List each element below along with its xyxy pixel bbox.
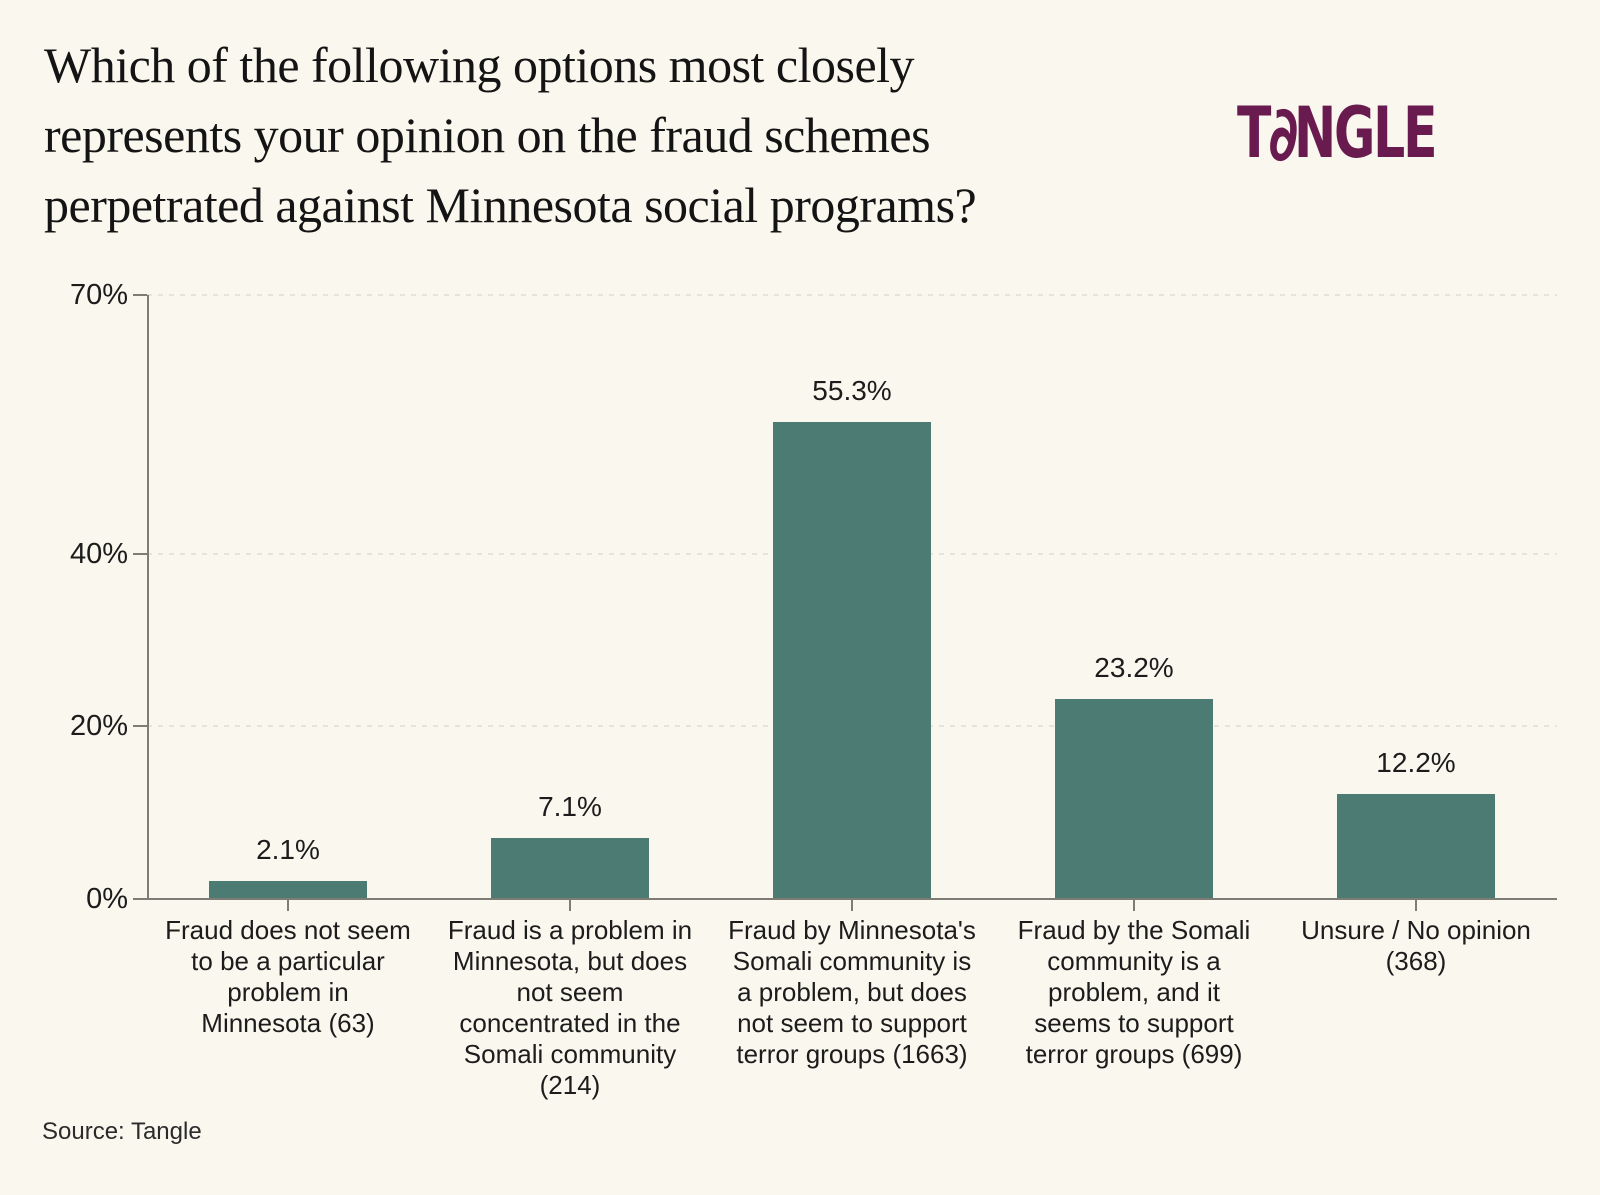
- bar: [1055, 698, 1213, 899]
- category-label-line: terror groups (1663): [736, 1039, 968, 1069]
- bar: [491, 837, 649, 899]
- category-label: Fraud by Minnesota's Somali community is a…: [712, 915, 992, 1070]
- category-label-line: problem, and it: [1048, 977, 1220, 1007]
- x-axis-line: [135, 898, 1557, 900]
- tangle-logo-letters: NGLE: [1293, 92, 1438, 174]
- bar-value-label: 23.2%: [1094, 651, 1174, 683]
- category-label-line: Minnesota, but does: [452, 946, 688, 976]
- category-label-line: Fraud by the Somali: [1017, 915, 1251, 945]
- x-axis-tick: [1133, 899, 1135, 911]
- bar: [773, 421, 931, 899]
- page-title-line: represents your opinion on the fraud sch…: [44, 107, 931, 163]
- y-axis-label-70%: 70%: [69, 279, 128, 311]
- category-label-line: Fraud does not seem: [165, 915, 411, 945]
- y-axis-tick-70%: [133, 294, 147, 296]
- category-label-line: Somali community: [463, 1039, 677, 1069]
- category-label: Fraud does not seem to be a particular pro…: [148, 915, 428, 1039]
- category-label-line: seems to support: [1034, 1008, 1234, 1038]
- category-label-line: (214): [539, 1070, 601, 1100]
- category-label-line: not seem: [516, 977, 624, 1007]
- y-axis-label-20%: 20%: [69, 710, 128, 743]
- bar: [1337, 793, 1495, 899]
- source-note: Source: Tangle: [42, 1118, 202, 1145]
- y-axis-label-40%: 40%: [69, 537, 128, 570]
- y-axis-tick-40%: [133, 552, 147, 555]
- tangle-logo: T∂NGLE: [1237, 89, 1438, 178]
- tangle-logo-letter: T: [1237, 92, 1271, 174]
- category-label: Fraud is a problem in Minnesota, but does…: [430, 915, 710, 1101]
- bar-value-label: 7.1%: [538, 790, 602, 822]
- x-axis-tick: [1415, 899, 1417, 911]
- category-label-line: problem in: [227, 977, 349, 1007]
- bar-value-label: 2.1%: [256, 833, 320, 865]
- category-label-line: Fraud by Minnesota's: [728, 915, 976, 945]
- category-label-line: terror groups (699): [1025, 1039, 1243, 1069]
- bar: [209, 880, 367, 899]
- category-label-line: to be a particular: [191, 946, 385, 976]
- category-label: Unsure / No opinion (368): [1276, 915, 1556, 977]
- category-label-line: community is a: [1047, 946, 1221, 976]
- category-label-line: (368): [1385, 946, 1447, 976]
- page-title-line: perpetrated against Minnesota social pro…: [44, 177, 977, 233]
- gridline-70: [147, 294, 1557, 296]
- category-label-line: Fraud is a problem in: [447, 915, 693, 945]
- bar-value-label: 12.2%: [1376, 746, 1456, 778]
- y-axis-line: [147, 295, 149, 899]
- x-axis-tick: [851, 899, 853, 911]
- page-title: Which of the following options most clos…: [44, 30, 1124, 240]
- category-label-line: Somali community is: [732, 946, 972, 976]
- category-label: Fraud by the Somali community is a problem…: [994, 915, 1274, 1070]
- tangle-logo-a-glyph: ∂: [1268, 89, 1299, 178]
- y-axis-tick-20%: [133, 725, 147, 728]
- category-label-line: a problem, but does: [737, 977, 967, 1007]
- category-label-line: concentrated in the: [459, 1008, 681, 1038]
- bar-value-label: 55.3%: [812, 374, 892, 406]
- x-axis-tick: [287, 899, 289, 911]
- page-title-line: Which of the following options most clos…: [44, 37, 915, 93]
- category-label-line: Minnesota (63): [201, 1008, 375, 1038]
- x-axis-tick: [569, 899, 571, 911]
- y-axis-label-0%: 0%: [86, 883, 128, 915]
- category-label-line: Unsure / No opinion: [1301, 915, 1531, 945]
- category-label-line: not seem to support: [737, 1008, 967, 1038]
